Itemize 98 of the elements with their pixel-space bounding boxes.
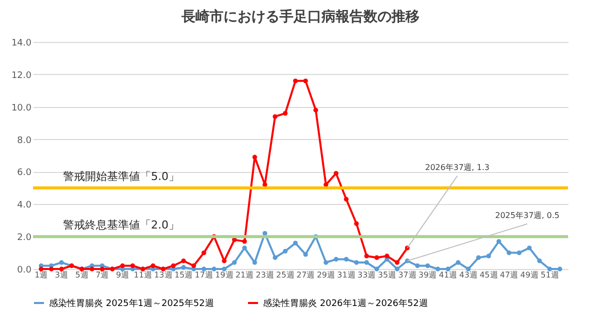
point — [171, 263, 176, 268]
point — [324, 260, 328, 265]
point — [486, 254, 492, 258]
ref-line-label: 警戒開始基準値「5.0」 — [63, 170, 180, 183]
annotation: 2026年37週, 1.3 — [425, 162, 490, 172]
x-tick-label: 41週 — [438, 270, 458, 280]
point — [282, 248, 288, 254]
point — [252, 260, 258, 265]
point — [547, 266, 552, 272]
point — [181, 258, 186, 264]
y-tick-label: 6.0 — [17, 168, 32, 178]
point — [59, 260, 64, 265]
point — [222, 258, 227, 264]
point — [364, 260, 369, 265]
chart-title: 長崎市における手足口病報告数の推移 — [180, 8, 420, 25]
point — [222, 266, 227, 272]
point — [537, 258, 542, 264]
point — [90, 266, 94, 272]
point — [496, 239, 502, 244]
x-tick-label: 21週 — [235, 270, 254, 280]
x-tick-label: 35週 — [378, 270, 396, 280]
legend-label: 感染性胃腸炎 2026年1週～2026年52週 — [263, 298, 428, 309]
y-tick-label: 2.0 — [17, 233, 32, 244]
point — [293, 78, 298, 84]
point — [344, 256, 349, 262]
point — [334, 170, 338, 176]
ref-line-label: 警戒終息基準値「2.0」 — [63, 218, 180, 232]
x-tick-label: 47週 — [500, 270, 518, 280]
point — [130, 263, 136, 268]
x-tick-label: 29週 — [316, 270, 336, 280]
x-tick-label: 11週 — [134, 270, 152, 280]
x-tick-label: 5週 — [75, 270, 88, 280]
point — [120, 263, 125, 268]
point — [384, 254, 390, 258]
point — [303, 78, 308, 84]
x-tick-label: 33週 — [358, 270, 376, 280]
point — [202, 250, 206, 256]
x-tick-label: 39週 — [418, 270, 437, 280]
point — [456, 260, 460, 265]
point — [191, 263, 196, 268]
point — [242, 246, 247, 250]
x-tick-label: 15週 — [174, 270, 193, 280]
point — [242, 239, 247, 244]
x-tick-label: 7週 — [96, 270, 109, 280]
y-tick-label: 14.0 — [11, 38, 32, 48]
point — [354, 221, 359, 226]
point — [476, 255, 481, 260]
point — [282, 111, 288, 116]
point — [272, 114, 278, 119]
point — [374, 255, 380, 260]
legend-label: 感染性胃腸炎 2025年1週～2025年52週 — [49, 298, 214, 309]
point — [527, 246, 532, 250]
point — [272, 255, 278, 260]
x-tick-label: 49週 — [520, 270, 538, 280]
point — [415, 263, 420, 268]
x-tick-label: 25週 — [276, 270, 294, 280]
point — [48, 266, 54, 272]
y-tick-label: 12.0 — [11, 70, 32, 81]
x-tick-label: 3週 — [54, 270, 68, 280]
point — [334, 256, 338, 262]
x-tick-label: 45週 — [480, 270, 498, 280]
point — [558, 266, 562, 272]
point — [313, 108, 318, 112]
x-tick-label: 9週 — [116, 270, 130, 280]
x-tick-label: 31週 — [337, 270, 356, 280]
point — [425, 263, 430, 268]
point — [516, 250, 522, 256]
x-tick-label: 1週 — [34, 270, 48, 280]
x-tick-label: 19週 — [215, 270, 234, 280]
point — [293, 240, 298, 246]
x-tick-label: 43週 — [459, 270, 478, 280]
y-tick-label: 8.0 — [17, 136, 32, 146]
point — [374, 266, 380, 272]
y-tick-label: 4.0 — [17, 200, 32, 211]
x-tick-label: 13週 — [154, 270, 172, 280]
x-tick-label: 27週 — [296, 270, 315, 280]
point — [354, 260, 359, 265]
x-tick-label: 51週 — [540, 270, 559, 280]
point — [232, 260, 237, 265]
x-tick-label: 23週 — [256, 270, 274, 280]
x-tick-label: 17週 — [194, 270, 213, 280]
y-tick-label: 10.0 — [11, 103, 32, 114]
point — [181, 265, 186, 270]
point — [344, 196, 349, 202]
point — [202, 266, 206, 272]
point — [212, 266, 216, 272]
annotation: 2025年37週, 0.5 — [495, 210, 560, 220]
point — [150, 263, 156, 268]
point — [364, 254, 369, 258]
x-tick-label: 37週 — [398, 270, 416, 280]
point — [252, 154, 258, 160]
point — [435, 266, 440, 272]
y-tick-label: 0.0 — [17, 266, 32, 276]
point — [466, 266, 471, 272]
point — [506, 250, 512, 256]
point — [394, 260, 400, 265]
point — [303, 252, 308, 257]
point — [394, 266, 400, 272]
